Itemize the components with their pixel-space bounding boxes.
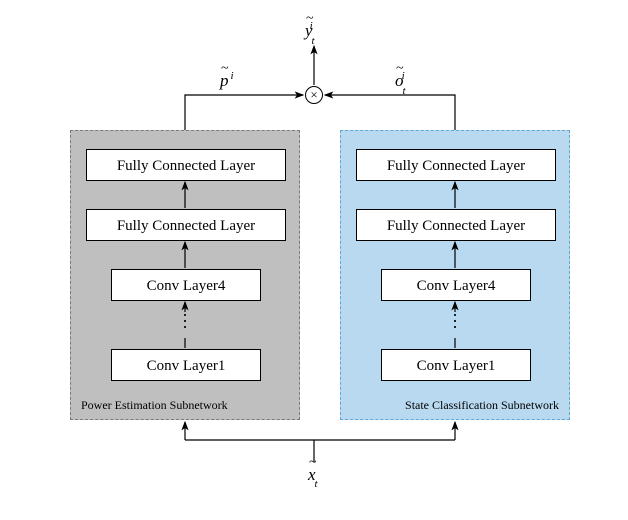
left-vdots: ··· xyxy=(175,312,195,330)
left-subnet-label: Power Estimation Subnetwork xyxy=(81,398,309,413)
output-label-sub: t xyxy=(312,35,315,47)
left-fc-bottom: Fully Connected Layer xyxy=(86,209,286,241)
right-fc-top: Fully Connected Layer xyxy=(356,149,556,181)
multiply-symbol: × xyxy=(310,87,317,102)
right-vdots: ··· xyxy=(445,312,465,330)
left-conv4: Conv Layer4 xyxy=(111,269,261,301)
right-edge-sup: i xyxy=(402,70,405,82)
right-fc-bottom: Fully Connected Layer xyxy=(356,209,556,241)
state-classification-subnetwork: Fully Connected Layer Fully Connected La… xyxy=(340,130,570,420)
left-fc-top: Fully Connected Layer xyxy=(86,149,286,181)
left-edge-sup: i xyxy=(231,70,234,82)
right-edge-label: oti xyxy=(395,70,410,93)
output-label: yti xyxy=(305,20,319,43)
right-conv1: Conv Layer1 xyxy=(381,349,531,381)
power-estimation-subnetwork: Fully Connected Layer Fully Connected La… xyxy=(70,130,300,420)
diagram-canvas: yti pi oti × Fully Connected Layer Fully… xyxy=(0,0,628,520)
left-edge-label: pi xyxy=(220,70,232,91)
multiply-node: × xyxy=(305,86,323,104)
output-label-sup: i xyxy=(310,20,313,32)
right-subnet-label: State Classification Subnetwork xyxy=(405,398,559,413)
input-label: xt xyxy=(308,465,319,487)
left-edge-base: p xyxy=(220,71,229,90)
right-conv4: Conv Layer4 xyxy=(381,269,531,301)
input-label-sub: t xyxy=(315,478,318,490)
right-edge-sub: t xyxy=(403,85,406,97)
left-conv1: Conv Layer1 xyxy=(111,349,261,381)
